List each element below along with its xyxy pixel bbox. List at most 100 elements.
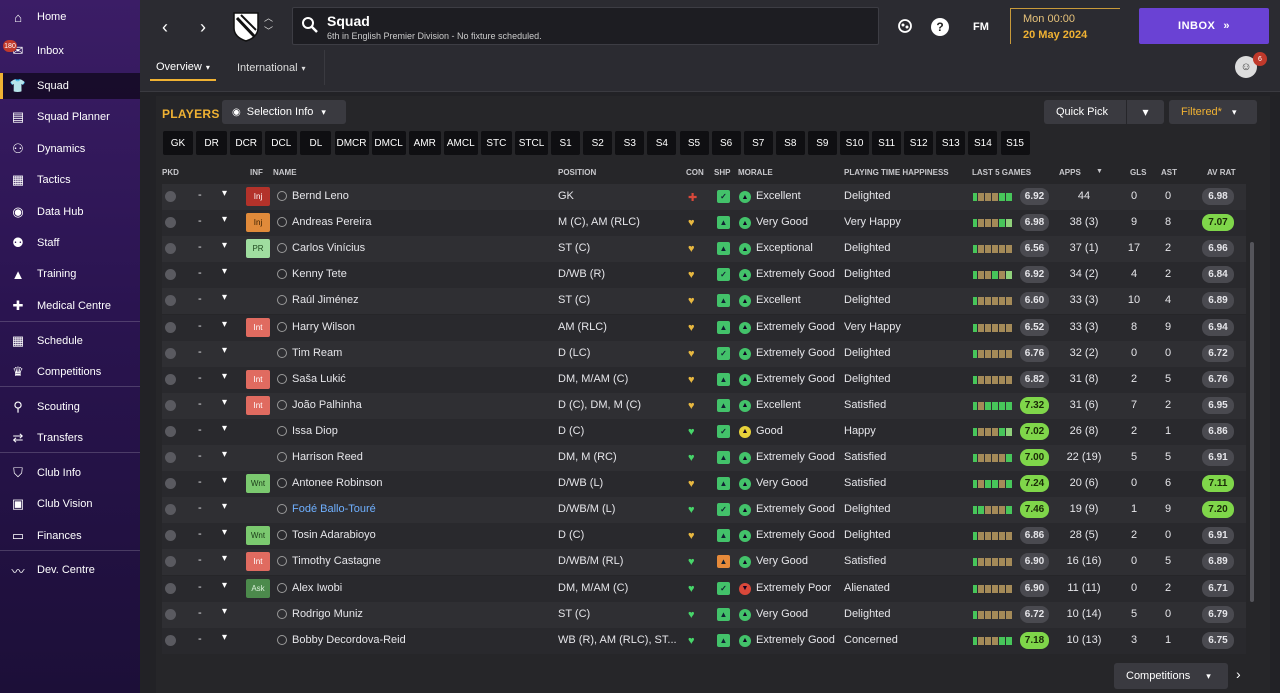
player-name[interactable]: Alex Iwobi xyxy=(292,581,343,594)
chevron-down-icon[interactable]: ▾ xyxy=(222,553,228,565)
role-selector[interactable]: - xyxy=(198,241,202,254)
info-badge[interactable]: Inj xyxy=(246,187,270,206)
position-button-s9[interactable]: S9 xyxy=(807,131,837,155)
col-name[interactable]: NAME xyxy=(273,168,297,177)
player-name[interactable]: Harrison Reed xyxy=(292,451,363,463)
sidebar-item-squad-planner[interactable]: ▤ Squad Planner xyxy=(0,104,140,130)
chevron-down-icon[interactable]: ▾ xyxy=(222,214,228,226)
pick-toggle-icon[interactable] xyxy=(165,556,176,568)
col-con[interactable]: CON xyxy=(686,168,704,177)
sidebar-item-training[interactable]: ▲ Training xyxy=(0,261,140,287)
table-row[interactable]: - ▾ Rodrigo Muniz ST (C) ♥ ▲ ▲ Very Good Delight… xyxy=(162,601,1246,628)
sidebar-item-data-hub[interactable]: ◉ Data Hub xyxy=(0,199,140,225)
sidebar-item-club-info[interactable]: ⛉ Club Info xyxy=(0,460,140,486)
position-button-s13[interactable]: S13 xyxy=(936,131,966,155)
player-name[interactable]: Kenny Tete xyxy=(292,268,347,281)
role-selector[interactable]: - xyxy=(198,319,202,332)
chevron-down-icon[interactable]: ▾ xyxy=(222,318,228,330)
chevron-down-icon[interactable]: ▾ xyxy=(222,422,228,434)
chevron-down-icon[interactable]: ▾ xyxy=(222,240,228,252)
role-selector[interactable]: - xyxy=(198,580,202,593)
sidebar-item-competitions[interactable]: ♛ Competitions xyxy=(0,359,140,385)
sidebar-item-transfers[interactable]: ⇄ Transfers xyxy=(0,425,140,451)
table-row[interactable]: - ▾ Wnt Tosin Adarabioyo D (C) ♥ ▲ ▲ Extremely G… xyxy=(162,523,1246,550)
table-row[interactable]: - ▾ Int Harry Wilson AM (RLC) ♥ ▲ ▲ Extremely Go… xyxy=(162,314,1246,341)
position-button-s6[interactable]: S6 xyxy=(711,131,741,155)
col-morale[interactable]: MORALE xyxy=(738,168,773,177)
chevron-down-icon[interactable]: ▾ xyxy=(222,475,228,487)
position-button-s10[interactable]: S10 xyxy=(840,131,869,155)
table-row[interactable]: - ▾ Tim Ream D (LC) ♥ ✓ ▲ Extremely Good Delight… xyxy=(162,340,1246,367)
sidebar-item-staff[interactable]: ⚉ Staff xyxy=(0,230,140,256)
sidebar-item-finances[interactable]: ▭ Finances xyxy=(0,523,140,549)
player-name[interactable]: Tim Ream xyxy=(292,346,343,359)
pick-toggle-icon[interactable] xyxy=(165,295,176,307)
pick-toggle-icon[interactable] xyxy=(165,347,176,359)
info-badge[interactable]: Int xyxy=(246,552,270,572)
table-row[interactable]: - ▾ Inj Andreas Pereira M (C), AM (RLC) ♥ ▲ ▲ Ve… xyxy=(162,210,1246,237)
player-name[interactable]: Tosin Adarabioyo xyxy=(292,529,376,542)
role-selector[interactable]: - xyxy=(198,345,202,358)
table-row[interactable]: - ▾ Fodé Ballo-Touré D/WB/M (L) ♥ ✓ ▲ Extremely… xyxy=(162,497,1246,524)
table-row[interactable]: - ▾ Bobby Decordova-Reid WB (R), AM (RLC), … xyxy=(162,627,1246,654)
player-name[interactable]: Rodrigo Muniz xyxy=(292,607,363,620)
position-button-s2[interactable]: S2 xyxy=(583,131,613,155)
player-name[interactable]: Issa Diop xyxy=(292,424,338,437)
player-name[interactable]: João Palhinha xyxy=(292,398,362,411)
sidebar-item-dev-centre[interactable]: 〰 Dev. Centre xyxy=(0,557,140,583)
info-badge[interactable]: Wnt xyxy=(246,474,270,494)
pick-toggle-icon[interactable] xyxy=(165,634,176,646)
position-button-amr[interactable]: AMR xyxy=(408,131,441,155)
table-row[interactable]: - ▾ Harrison Reed DM, M (RC) ♥ ▲ ▲ Extremely Go… xyxy=(162,445,1246,471)
back-arrow-icon[interactable]: ‹ xyxy=(162,16,168,37)
info-badge[interactable]: Int xyxy=(246,395,270,415)
role-selector[interactable]: - xyxy=(198,502,202,515)
pick-toggle-icon[interactable] xyxy=(165,399,176,411)
page-header[interactable]: Squad 6th in English Premier Division - … xyxy=(292,7,879,45)
chevron-right-icon[interactable]: › xyxy=(1236,666,1241,682)
role-selector[interactable]: - xyxy=(198,423,202,436)
selection-info-button[interactable]: ◉ Selection Info ▾ xyxy=(222,100,346,124)
pick-toggle-icon[interactable] xyxy=(165,504,176,516)
inbox-continue-button[interactable]: INBOX » xyxy=(1139,8,1269,44)
col-inf[interactable]: INF xyxy=(250,168,263,177)
chevron-down-icon[interactable]: ▾ xyxy=(222,501,228,513)
chevron-down-icon[interactable]: ▾ xyxy=(222,188,228,199)
role-selector[interactable]: - xyxy=(198,371,202,384)
sidebar-item-dynamics[interactable]: ⚇ Dynamics xyxy=(0,136,140,162)
chevron-down-icon[interactable]: ▾ xyxy=(222,292,228,304)
filter-button[interactable]: Filtered* ▾ xyxy=(1169,100,1257,124)
position-button-s5[interactable]: S5 xyxy=(679,131,709,155)
col-avrat[interactable]: AV RAT xyxy=(1207,168,1236,177)
chevron-down-icon[interactable]: ▾ xyxy=(222,266,228,278)
table-row[interactable]: - ▾ Int João Palhinha D (C), DM, M (C) ♥ ▲ ▲ Exc… xyxy=(162,392,1246,419)
table-row[interactable]: - ▾ Raúl Jiménez ST (C) ♥ ▲ ▲ Excellent Delighte… xyxy=(162,288,1246,315)
tab-overview[interactable]: Overview ▾ xyxy=(150,55,216,81)
player-name[interactable]: Timothy Castagne xyxy=(292,555,381,568)
quick-pick-button[interactable]: Quick Pick xyxy=(1044,100,1164,124)
chevron-down-icon[interactable]: ▾ xyxy=(222,579,228,591)
role-selector[interactable]: - xyxy=(198,528,202,541)
table-row[interactable]: - ▾ Issa Diop D (C) ♥ ✓ ▲ Good Happy 7.02 26 (8) 2 1… xyxy=(162,418,1246,445)
player-name[interactable]: Harry Wilson xyxy=(292,320,355,333)
position-button-dcl[interactable]: DCL xyxy=(265,131,298,155)
sidebar-item-home[interactable]: ⌂ Home xyxy=(0,4,140,30)
info-badge[interactable]: Ask xyxy=(246,578,270,598)
position-button-s8[interactable]: S8 xyxy=(775,131,805,155)
col-shp[interactable]: SHP xyxy=(714,168,731,177)
fm-menu-icon[interactable]: FM xyxy=(973,21,989,33)
role-selector[interactable]: - xyxy=(198,606,202,619)
player-name[interactable]: Antonee Robinson xyxy=(292,477,383,490)
pick-toggle-icon[interactable] xyxy=(165,243,176,255)
table-row[interactable]: - ▾ Ask Alex Iwobi DM, M/AM (C) ♥ ✓ ▼ Extremely … xyxy=(162,575,1246,602)
pick-toggle-icon[interactable] xyxy=(165,191,176,202)
pick-toggle-icon[interactable] xyxy=(165,452,176,463)
col-pkd[interactable]: PKD xyxy=(162,168,179,177)
position-button-s12[interactable]: S12 xyxy=(904,131,934,155)
player-name[interactable]: Saša Lukić xyxy=(292,372,346,385)
role-selector[interactable]: - xyxy=(198,397,202,410)
col-last5[interactable]: LAST 5 GAMES xyxy=(972,168,1032,177)
club-crest-icon[interactable] xyxy=(232,10,260,42)
chevron-down-icon[interactable]: ▾ xyxy=(222,344,228,356)
position-button-s15[interactable]: S15 xyxy=(1000,131,1030,155)
